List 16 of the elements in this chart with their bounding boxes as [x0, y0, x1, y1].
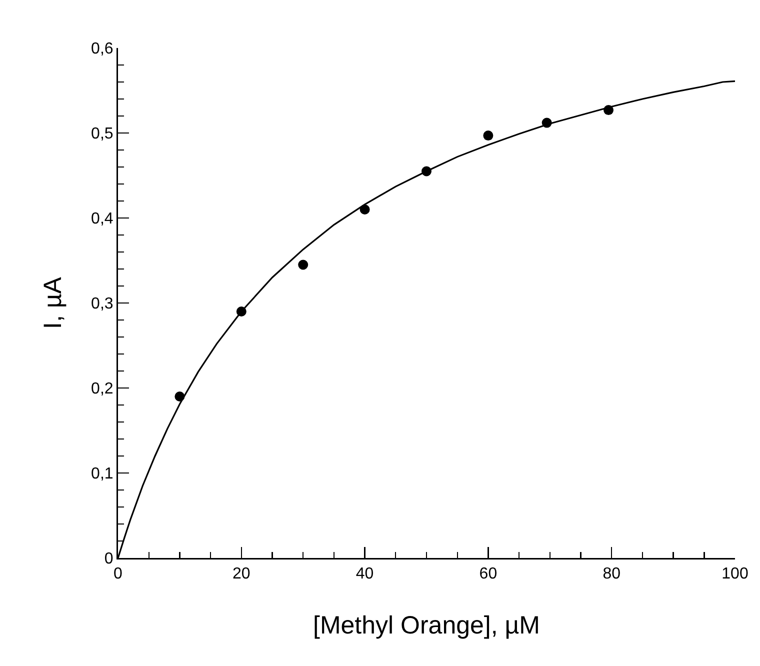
x-axis-title: [Methyl Orange], µM — [313, 611, 540, 640]
y-axis-title: I, µA — [39, 276, 68, 329]
y-tick-label: 0,2 — [91, 380, 114, 398]
y-tick-label: 0,6 — [91, 40, 114, 58]
x-tick-label: 100 — [722, 566, 748, 583]
y-tick-label: 0,3 — [91, 296, 114, 313]
y-tick-label: 0,5 — [91, 126, 114, 143]
x-tick-label: 40 — [356, 566, 374, 583]
point — [483, 130, 494, 141]
x-tick-label: 60 — [479, 566, 498, 583]
point — [298, 260, 308, 270]
y-tick-label: 0,4 — [91, 210, 114, 228]
x-tick-label: 20 — [232, 566, 250, 583]
y-tick-label: 0 — [104, 550, 114, 568]
y-tick-label: 0,1 — [91, 466, 114, 483]
x-tick-label: 80 — [602, 566, 621, 583]
